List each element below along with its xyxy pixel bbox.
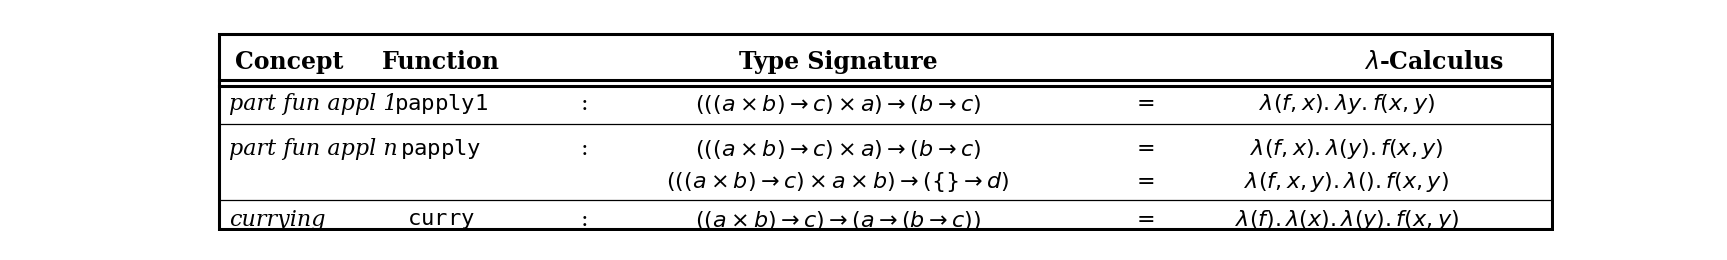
Text: Function: Function [382,50,499,74]
Text: $\mathtt{curry}$: $\mathtt{curry}$ [406,209,475,231]
Text: $\lambda(f).\lambda(x).\lambda(y).f(x, y)$: $\lambda(f).\lambda(x).\lambda(y).f(x, y… [1235,208,1459,232]
Text: $\lambda(f, x).\lambda y.f(x, y)$: $\lambda(f, x).\lambda y.f(x, y)$ [1259,92,1435,116]
Text: $(((a \times b) \to c) \times a) \to (b \to c)$: $(((a \times b) \to c) \times a) \to (b … [696,93,981,116]
Text: $\mathtt{papply1}$: $\mathtt{papply1}$ [394,92,487,116]
Text: Concept: Concept [235,50,344,74]
Text: part fun appl 1: part fun appl 1 [230,93,397,115]
Text: $\mathtt{papply}$: $\mathtt{papply}$ [401,137,482,161]
Text: $(((a \times b) \to c) \times a) \to (b \to c)$: $(((a \times b) \to c) \times a) \to (b … [696,138,981,161]
Text: =: = [1136,138,1155,160]
Text: :: : [580,93,587,115]
Text: =: = [1136,209,1155,231]
Text: $\lambda(f, x, y).\lambda().f(x, y)$: $\lambda(f, x, y).\lambda().f(x, y)$ [1245,170,1449,194]
Text: $((a \times b) \to c) \to (a \to (b \to c))$: $((a \times b) \to c) \to (a \to (b \to … [696,209,981,232]
Text: $\lambda(f, x).\lambda(y).f(x, y)$: $\lambda(f, x).\lambda(y).f(x, y)$ [1250,137,1444,161]
Text: part fun appl n: part fun appl n [230,138,397,160]
Text: =: = [1136,93,1155,115]
Text: :: : [580,209,587,231]
Text: $\lambda$-Calculus: $\lambda$-Calculus [1364,50,1504,74]
Text: Type Signature: Type Signature [739,50,938,74]
Text: :: : [580,138,587,160]
Text: currying: currying [230,209,326,231]
Text: =: = [1136,171,1155,193]
Text: $(((a \times b) \to c) \times a \times b) \to (\{\} \to d)$: $(((a \times b) \to c) \times a \times b… [667,170,1010,194]
